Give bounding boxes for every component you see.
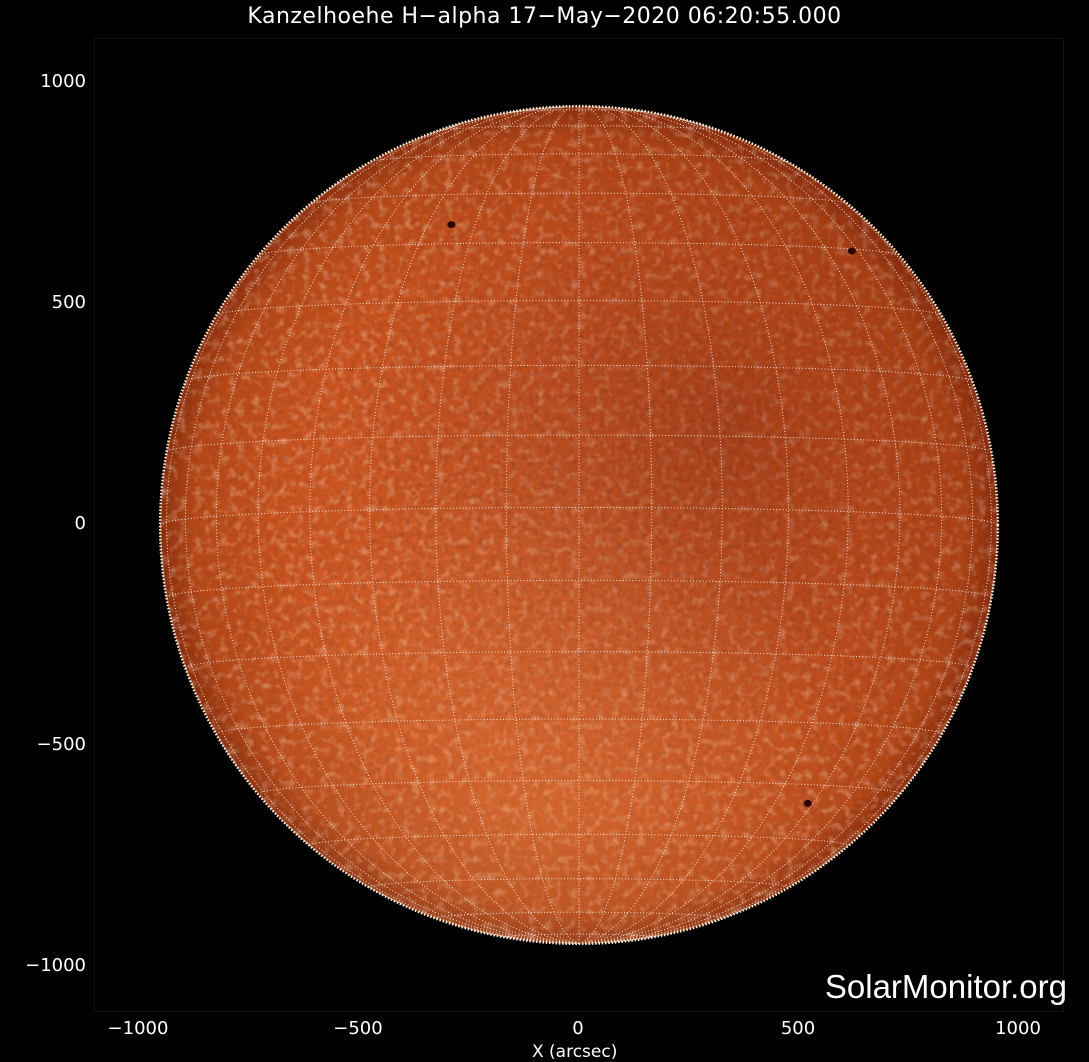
- sunspot: [847, 247, 856, 255]
- y-tick-label: 500: [51, 292, 86, 314]
- sunspot: [447, 221, 456, 229]
- x-axis-title: X (arcsec): [532, 1042, 618, 1062]
- x-tick-label: 0: [572, 1018, 584, 1039]
- longitude-line: [578, 106, 849, 944]
- latitude-line: [505, 933, 653, 938]
- solar-image-plot: [94, 38, 1064, 1012]
- latitude-line: [508, 109, 650, 113]
- longitude-line: [184, 109, 580, 944]
- sunspots: [447, 221, 856, 807]
- latitude-line: [184, 651, 974, 669]
- sunspot: [803, 799, 812, 807]
- longitude-line: [578, 106, 653, 944]
- y-tick-label: 0: [74, 513, 86, 534]
- longitude-line: [578, 109, 974, 944]
- latitude-line: [310, 192, 848, 205]
- y-tick-label: −1000: [25, 954, 86, 976]
- watermark-text: SolarMonitor.org: [824, 968, 1067, 1005]
- latitude-line: [370, 153, 788, 163]
- solar-limb: [158, 104, 1000, 946]
- longitude-line: [435, 106, 580, 944]
- latitude-line: [166, 579, 992, 598]
- longitude-line: [578, 106, 723, 944]
- y-tick-label: 1000: [40, 71, 86, 93]
- longitude-line: [578, 106, 789, 944]
- x-tick-label: −1000: [107, 1018, 169, 1039]
- latitude-line: [166, 434, 992, 453]
- longitude-line: [369, 106, 580, 944]
- latitude-line: [185, 364, 973, 382]
- x-tick-label: 500: [780, 1018, 816, 1039]
- longitude-line: [505, 106, 580, 944]
- y-tick-label: −500: [36, 733, 86, 755]
- x-tick-label: 1000: [995, 1018, 1041, 1039]
- image-title: Kanzelhoehe H−alpha 17−May−2020 06:20:55…: [247, 4, 842, 29]
- solar-disk: [158, 104, 1000, 946]
- x-tick-label: −500: [333, 1018, 383, 1039]
- longitude-line: [309, 106, 580, 944]
- longitude-line: [578, 117, 993, 944]
- longitude-line: [165, 117, 580, 944]
- solar-disk-svg: [158, 104, 1000, 946]
